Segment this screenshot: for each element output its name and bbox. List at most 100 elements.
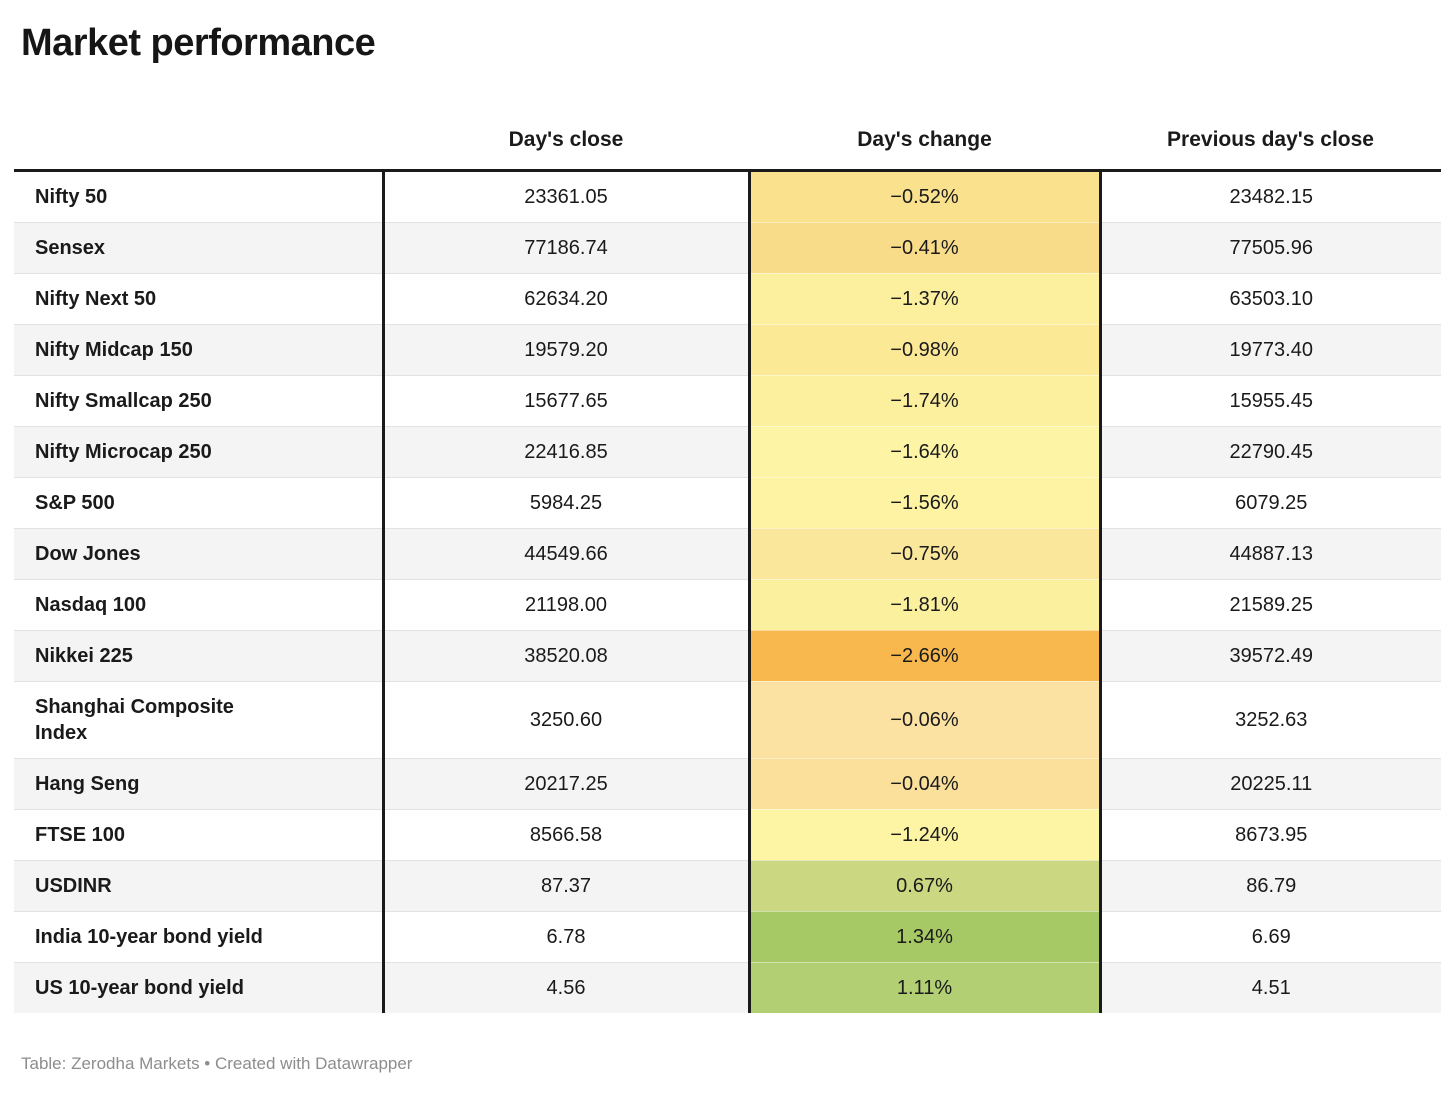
- days-change-value: −1.74%: [747, 375, 1102, 427]
- days-change-value: −1.64%: [747, 426, 1102, 478]
- table-row: US 10-year bond yield 4.56 1.11% 4.51: [14, 962, 1441, 1013]
- days-change-value: −0.52%: [747, 170, 1102, 223]
- days-change-value: −1.24%: [747, 809, 1102, 861]
- table-body: Nifty 50 23361.05 −0.52% 23482.15 Sensex 7718…: [14, 170, 1441, 1013]
- table-row: Nifty Midcap 150 19579.20 −0.98% 19773.40: [14, 324, 1441, 376]
- days-change-value: −1.56%: [747, 477, 1102, 529]
- row-label-text: Nifty Smallcap 250: [35, 389, 212, 412]
- days-change-value: −0.06%: [747, 681, 1102, 759]
- previous-days-close-value: 6.69: [1100, 911, 1441, 963]
- days-change-value: 0.67%: [747, 860, 1102, 912]
- previous-days-close-value: 3252.63: [1100, 681, 1441, 759]
- row-label-text: FTSE 100: [35, 823, 126, 846]
- row-label-text: Dow Jones: [35, 542, 141, 565]
- row-label-text: US 10-year bond yield: [35, 976, 244, 999]
- days-change-value: −1.37%: [747, 273, 1102, 325]
- table-row: Nifty Smallcap 250 15677.65 −1.74% 15955.45: [14, 375, 1441, 427]
- row-label: Nifty Smallcap 250: [14, 375, 383, 427]
- days-close-value: 23361.05: [381, 170, 749, 223]
- days-change-value: 1.11%: [747, 962, 1102, 1013]
- table-row: Sensex 77186.74 −0.41% 77505.96: [14, 222, 1441, 274]
- table-row: S&P 500 5984.25 −1.56% 6079.25: [14, 477, 1441, 529]
- days-close-value: 62634.20: [381, 273, 749, 325]
- days-change-value: 1.34%: [747, 911, 1102, 963]
- row-label: USDINR: [14, 860, 383, 912]
- previous-days-close-value: 22790.45: [1100, 426, 1441, 478]
- days-change-value: −1.81%: [747, 579, 1102, 631]
- days-close-value: 21198.00: [381, 579, 749, 631]
- days-change-value: −0.41%: [747, 222, 1102, 274]
- row-label-text: Shanghai Composite Index: [35, 695, 234, 744]
- row-label: FTSE 100: [14, 809, 383, 861]
- row-label-text: Sensex: [35, 236, 106, 259]
- days-close-value: 22416.85: [381, 426, 749, 478]
- previous-days-close-value: 86.79: [1100, 860, 1441, 912]
- column-header-previous-days-close: Previous day's close: [1100, 66, 1441, 172]
- days-change-value: −0.04%: [747, 758, 1102, 810]
- table-row: Nifty Next 50 62634.20 −1.37% 63503.10: [14, 273, 1441, 325]
- row-label-text: Nifty 50: [35, 185, 108, 208]
- row-label-text: Nifty Midcap 150: [35, 338, 193, 361]
- previous-days-close-value: 63503.10: [1100, 273, 1441, 325]
- days-close-value: 77186.74: [381, 222, 749, 274]
- previous-days-close-value: 15955.45: [1100, 375, 1441, 427]
- row-label: US 10-year bond yield: [14, 962, 383, 1013]
- row-label-text: Nikkei 225: [35, 644, 133, 667]
- previous-days-close-value: 23482.15: [1100, 170, 1441, 223]
- days-close-value: 5984.25: [381, 477, 749, 529]
- table-row: Nikkei 225 38520.08 −2.66% 39572.49: [14, 630, 1441, 682]
- previous-days-close-value: 4.51: [1100, 962, 1441, 1013]
- table-header: Day's close Day's change Previous day's …: [14, 66, 1441, 172]
- row-label: Nasdaq 100: [14, 579, 383, 631]
- days-change-value: −2.66%: [747, 630, 1102, 682]
- row-label: Nifty Microcap 250: [14, 426, 383, 478]
- days-close-value: 15677.65: [381, 375, 749, 427]
- row-label-text: USDINR: [35, 874, 112, 897]
- table-row: Hang Seng 20217.25 −0.04% 20225.11: [14, 758, 1441, 810]
- market-performance-table: Day's close Day's change Previous day's …: [14, 66, 1441, 1013]
- table-row: Shanghai Composite Index 3250.60 −0.06% 325…: [14, 681, 1441, 759]
- row-label: Nifty Next 50: [14, 273, 383, 325]
- previous-days-close-value: 21589.25: [1100, 579, 1441, 631]
- days-close-value: 38520.08: [381, 630, 749, 682]
- previous-days-close-value: 19773.40: [1100, 324, 1441, 376]
- table-row: FTSE 100 8566.58 −1.24% 8673.95: [14, 809, 1441, 861]
- row-label: Nifty 50: [14, 170, 383, 223]
- row-label-text: Nifty Microcap 250: [35, 440, 212, 463]
- column-header-empty: [14, 66, 383, 172]
- table-row: Nasdaq 100 21198.00 −1.81% 21589.25: [14, 579, 1441, 631]
- days-close-value: 20217.25: [381, 758, 749, 810]
- previous-days-close-value: 6079.25: [1100, 477, 1441, 529]
- previous-days-close-value: 44887.13: [1100, 528, 1441, 580]
- days-close-value: 87.37: [381, 860, 749, 912]
- row-label: S&P 500: [14, 477, 383, 529]
- row-label: Nikkei 225: [14, 630, 383, 682]
- table-row: USDINR 87.37 0.67% 86.79: [14, 860, 1441, 912]
- previous-days-close-value: 39572.49: [1100, 630, 1441, 682]
- row-label: Shanghai Composite Index: [14, 681, 383, 759]
- days-change-value: −0.75%: [747, 528, 1102, 580]
- row-label: India 10-year bond yield: [14, 911, 383, 963]
- row-label-text: Hang Seng: [35, 772, 140, 795]
- days-close-value: 6.78: [381, 911, 749, 963]
- page-title: Market performance: [21, 22, 376, 64]
- row-label-text: S&P 500: [35, 491, 115, 514]
- row-label: Sensex: [14, 222, 383, 274]
- table-row: Dow Jones 44549.66 −0.75% 44887.13: [14, 528, 1441, 580]
- days-close-value: 4.56: [381, 962, 749, 1013]
- table-row: Nifty 50 23361.05 −0.52% 23482.15: [14, 170, 1441, 223]
- row-label: Hang Seng: [14, 758, 383, 810]
- row-label-text: Nifty Next 50: [35, 287, 157, 310]
- days-close-value: 44549.66: [381, 528, 749, 580]
- row-label-text: Nasdaq 100: [35, 593, 147, 616]
- column-header-days-close: Day's close: [383, 66, 749, 172]
- previous-days-close-value: 8673.95: [1100, 809, 1441, 861]
- table-row: India 10-year bond yield 6.78 1.34% 6.69: [14, 911, 1441, 963]
- row-label: Nifty Midcap 150: [14, 324, 383, 376]
- column-header-days-change: Day's change: [749, 66, 1100, 172]
- days-close-value: 19579.20: [381, 324, 749, 376]
- row-label-text: India 10-year bond yield: [35, 925, 263, 948]
- table-row: Nifty Microcap 250 22416.85 −1.64% 22790.45: [14, 426, 1441, 478]
- header-row: Day's close Day's change Previous day's …: [14, 66, 1441, 172]
